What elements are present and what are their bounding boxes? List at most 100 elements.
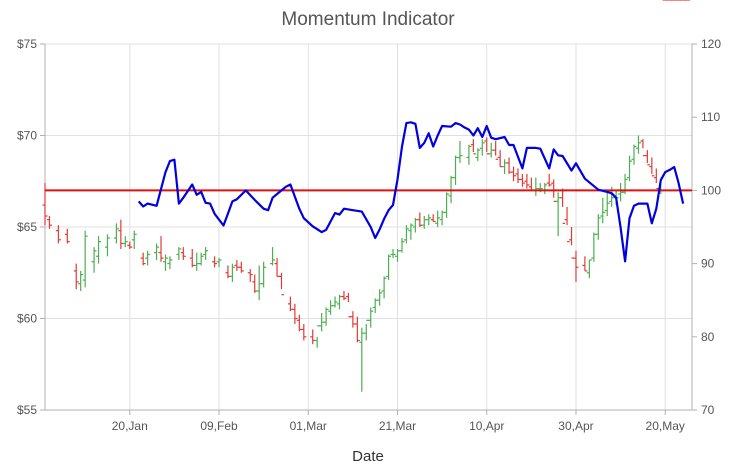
ohlc-bar	[475, 148, 481, 162]
ohlc-bar	[635, 135, 641, 154]
x-axis-title: Date	[352, 448, 384, 465]
y-left-tick-label: $70	[17, 129, 37, 143]
x-tick-label: 09,Feb	[200, 419, 238, 433]
chart-title: Momentum Indicator	[281, 9, 455, 30]
ohlc-bar	[618, 183, 624, 202]
ohlc-bar	[377, 289, 383, 306]
ohlc-bar	[470, 139, 476, 155]
ohlc-bar	[345, 292, 351, 318]
ohlc-bar	[274, 258, 280, 278]
ohlc-bar	[502, 159, 508, 174]
ohlc-bar	[131, 230, 137, 249]
ohlc-bar	[314, 325, 320, 348]
ohlc-bar	[127, 241, 133, 249]
y-right-tick-label: 120	[701, 37, 721, 51]
ohlc-bar	[354, 316, 360, 343]
ohlc-bar	[586, 259, 592, 279]
ohlc-bar	[252, 274, 258, 293]
ohlc-bar	[118, 219, 124, 249]
ohlc-bar	[395, 248, 401, 262]
ohlc-bar	[453, 155, 459, 185]
ohlc-bar	[198, 252, 204, 266]
ohlc-bar	[64, 228, 70, 244]
ohlc-bar	[368, 307, 374, 328]
ohlc-bar	[604, 192, 610, 217]
ohlc-bar	[386, 254, 392, 281]
ohlc-bar	[256, 265, 262, 301]
ohlc-bar	[524, 173, 530, 189]
ohlc-bar	[216, 258, 222, 268]
ohlc-bar	[122, 236, 128, 248]
ohlc-bar	[341, 291, 347, 301]
ohlc-bar	[234, 259, 240, 271]
ohlc-bar	[653, 168, 659, 190]
ohlc-bar	[484, 137, 490, 155]
ohlc-bar	[46, 216, 52, 229]
ohlc-bar	[408, 223, 414, 240]
axes	[40, 43, 697, 415]
x-tick-label: 20,Jan	[112, 419, 148, 433]
ohlc-bar	[444, 192, 450, 218]
ohlc-bar	[564, 206, 570, 243]
y-left-tick-label: $65	[17, 220, 37, 234]
y-left-tick-label: $55	[17, 403, 37, 417]
x-tick-label: 30,Apr	[558, 419, 593, 433]
ohlc-bar	[113, 223, 119, 244]
ohlc-bar	[278, 272, 284, 296]
tick-labels: $55 $60 $65 $70 $75 70 80 90 100 110 120 20,Jan 09,F…	[17, 37, 721, 433]
ohlc-bar	[542, 183, 548, 195]
ohlc-bar	[328, 300, 334, 315]
ohlc-series	[42, 0, 691, 392]
ohlc-bar	[292, 303, 298, 324]
ohlc-bar	[412, 217, 418, 233]
ohlc-bar	[323, 307, 329, 326]
ohlc-bar	[212, 256, 218, 268]
ohlc-bar	[359, 327, 365, 392]
ohlc-bar	[560, 188, 566, 224]
ohlc-bar	[519, 173, 525, 187]
y-left-tick-label: $60	[17, 312, 37, 326]
ohlc-bar	[194, 252, 200, 271]
ohlc-bar	[310, 329, 316, 345]
ohlc-bar	[203, 247, 209, 260]
ohlc-bar	[162, 254, 168, 271]
ohlc-bar	[82, 230, 88, 288]
ohlc-bar	[363, 319, 369, 341]
ohlc-bar	[644, 150, 650, 166]
ohlc-bar	[158, 236, 164, 262]
ohlc-bar	[640, 139, 646, 157]
ohlc-bar	[296, 314, 302, 332]
ohlc-bar	[600, 197, 606, 224]
momentum-series	[137, 121, 685, 263]
ohlc-bar	[96, 236, 102, 264]
ohlc-bar	[546, 173, 552, 187]
ohlc-bar	[261, 261, 267, 288]
ohlc-bar	[372, 298, 378, 314]
ohlc-bar	[381, 276, 387, 299]
ohlc-bar	[439, 210, 445, 226]
x-tick-label: 20,May	[646, 419, 685, 433]
ohlc-bar	[506, 157, 512, 174]
ohlc-bar	[479, 139, 485, 156]
y-right-tick-label: 70	[701, 403, 715, 417]
ohlc-bar	[73, 263, 79, 290]
ohlc-bar	[649, 157, 655, 177]
ohlc-bar	[555, 192, 561, 237]
x-tick-label: 01,Mar	[290, 419, 327, 433]
ohlc-bar	[631, 144, 637, 165]
ohlc-bar	[247, 269, 253, 282]
ohlc-bar	[238, 261, 244, 273]
ohlc-bar	[426, 214, 432, 226]
ohlc-bar	[287, 296, 293, 312]
ohlc-bar	[145, 250, 151, 266]
momentum-line	[137, 121, 685, 263]
ohlc-bar	[270, 247, 276, 266]
ohlc-bar	[225, 265, 231, 279]
ohlc-bar	[91, 247, 97, 273]
ohlc-bar	[55, 225, 61, 244]
x-tick-label: 10,Apr	[469, 419, 504, 433]
y-right-tick-label: 80	[701, 330, 715, 344]
ohlc-bar	[430, 214, 436, 223]
ohlc-bar	[515, 168, 521, 184]
